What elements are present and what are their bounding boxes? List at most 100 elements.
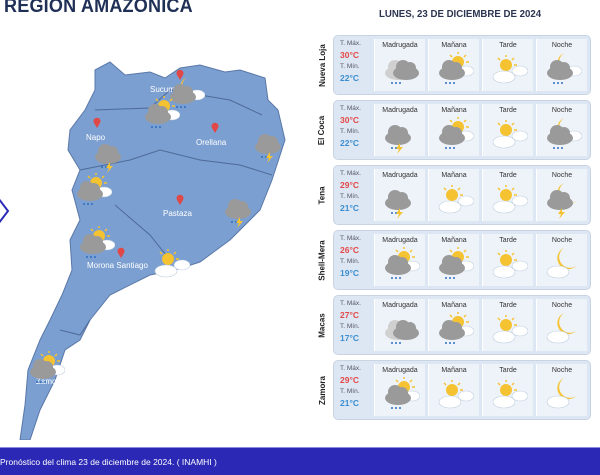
- white-cloud-icon: [511, 390, 528, 402]
- rain-cloud-icon: [385, 60, 419, 84]
- period-cell: Noche: [536, 104, 587, 156]
- night-cloud-rain-icon: [547, 53, 582, 84]
- cloud-sun-rain-icon: [30, 351, 65, 383]
- cloud-icon: [393, 60, 419, 80]
- rain-drops-icon: [151, 126, 161, 128]
- forecast-date: LUNES, 23 DE DICIEMBRE DE 2024: [378, 8, 542, 20]
- period-label: Tarde: [499, 367, 517, 374]
- forecast-panel: T. Máx. 29°C T. Mín. 21°C Madrugada Mañana…: [333, 360, 591, 420]
- city-label: Tena: [317, 185, 327, 205]
- storm-icon: [385, 190, 411, 219]
- period-label: Mañana: [441, 172, 467, 179]
- province-label: Pastaza: [163, 209, 192, 218]
- map-pin-icon: [211, 122, 219, 133]
- cloud-sun-rain-icon: [439, 52, 474, 84]
- forecast-row: Macas T. Máx. 27°C T. Mín. 17°C Madrugada…: [313, 295, 593, 355]
- cloud-sun-rain-icon: [439, 247, 474, 279]
- storm-icon: [95, 144, 121, 173]
- tmin-label: T. Mín.: [340, 128, 360, 135]
- rain-drops-icon: [36, 381, 46, 383]
- period-label: Tarde: [499, 302, 517, 309]
- cloud-icon: [439, 320, 465, 340]
- map-pin-icon: [176, 69, 184, 80]
- white-cloud-icon: [511, 65, 528, 77]
- period-cell: Tarde: [482, 104, 533, 156]
- white-cloud-icon: [546, 330, 570, 344]
- sun-cloud-icon: [492, 250, 528, 279]
- rain-drops-icon: [553, 147, 563, 149]
- tmin-value: 21°C: [340, 397, 359, 408]
- rain-drops-icon: [445, 277, 455, 279]
- cloud-icon: [547, 190, 573, 210]
- lightning-icon: [106, 162, 113, 173]
- cloud-icon: [225, 199, 251, 219]
- white-cloud-icon: [511, 260, 528, 272]
- map-pin-icon: [93, 117, 101, 128]
- close-icon[interactable]: [0, 188, 10, 234]
- sun-icon: [497, 185, 517, 201]
- night-cloud-rain-icon: [547, 118, 582, 149]
- forecast-row: Tena T. Máx. 29°C T. Mín. 21°C Madrugada M…: [313, 165, 593, 225]
- white-cloud-icon: [492, 265, 516, 279]
- rain-drops-icon: [83, 203, 93, 205]
- forecast-row: El Coca T. Máx. 30°C T. Mín. 22°C Madruga…: [313, 100, 593, 160]
- forecast-row: Zamora T. Máx. 29°C T. Mín. 21°C Madrugad…: [313, 360, 593, 420]
- sun-cloud-icon: [438, 185, 474, 214]
- rain-drops-icon: [86, 256, 96, 258]
- period-cell: Mañana: [428, 169, 479, 221]
- lightning-icon: [396, 208, 403, 219]
- sun-cloud-icon: [492, 55, 528, 84]
- period-label: Madrugada: [382, 367, 418, 374]
- period-cell: Madrugada: [374, 104, 425, 156]
- period-cell: Tarde: [482, 299, 533, 351]
- cloud-icon: [255, 134, 281, 154]
- moon-icon: [557, 313, 576, 335]
- sun-icon: [443, 380, 463, 396]
- period-cell: Noche: [536, 234, 587, 286]
- tmin-label: T. Mín.: [340, 193, 360, 200]
- white-cloud-icon: [492, 395, 516, 409]
- moon-icon: [557, 183, 576, 205]
- period-label: Noche: [551, 302, 573, 309]
- storm-icon: [225, 199, 251, 228]
- period-cell: Tarde: [482, 364, 533, 416]
- rain-drops-icon: [391, 277, 401, 279]
- period-label: Madrugada: [382, 42, 418, 49]
- cloud-icon: [95, 144, 121, 164]
- period-cell: Madrugada: [374, 39, 425, 91]
- forecast-panel: T. Máx. 30°C T. Mín. 22°C Madrugada Mañana…: [333, 100, 591, 160]
- lightning-icon: [558, 208, 565, 219]
- tmax-value: 30°C: [340, 49, 359, 60]
- tmax-label: T. Máx.: [340, 365, 361, 372]
- cloud-icon: [77, 181, 103, 201]
- tmax-value: 29°C: [340, 179, 359, 190]
- cloud-sun-rain-icon: [77, 173, 112, 205]
- city-label: Shell-Mera: [317, 239, 327, 281]
- tmin-label: T. Mín.: [340, 258, 360, 265]
- white-cloud-icon: [438, 200, 462, 214]
- lightning-icon: [396, 143, 403, 154]
- white-cloud-icon: [492, 330, 516, 344]
- period-cell: Tarde: [482, 169, 533, 221]
- tmax-label: T. Máx.: [340, 105, 361, 112]
- period-cell: Noche: [536, 169, 587, 221]
- period-label: Noche: [551, 367, 573, 374]
- sun-icon: [497, 380, 517, 396]
- tmin-label: T. Mín.: [340, 388, 360, 395]
- cloud-icon: [385, 255, 411, 275]
- cloud-sun-rain-icon: [80, 226, 115, 258]
- white-cloud-icon: [511, 325, 528, 337]
- moon-cloud-icon: [546, 313, 576, 344]
- forecast-panel: T. Máx. 27°C T. Mín. 17°C Madrugada Mañana…: [333, 295, 591, 355]
- period-cell: Madrugada: [374, 299, 425, 351]
- tmin-value: 22°C: [340, 137, 359, 148]
- sun-icon: [497, 315, 517, 331]
- sun-icon: [497, 120, 517, 136]
- sun-cloud-icon: [438, 380, 474, 409]
- tmin-label: T. Mín.: [340, 323, 360, 330]
- cloud-icon: [385, 125, 411, 145]
- white-cloud-icon: [173, 259, 190, 271]
- cloud-icon: [439, 125, 465, 145]
- tmax-value: 30°C: [340, 114, 359, 125]
- tmin-value: 22°C: [340, 72, 359, 83]
